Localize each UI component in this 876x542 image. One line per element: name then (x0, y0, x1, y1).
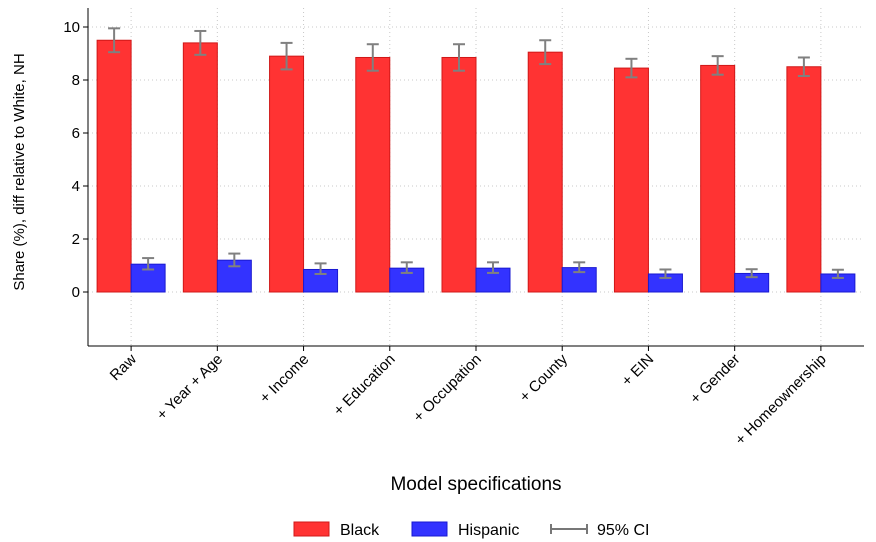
x-axis-title: Model specifications (390, 474, 561, 495)
x-tick-label: Raw (107, 351, 140, 384)
bar-black (527, 51, 563, 293)
legend-swatch-black (293, 521, 330, 537)
bar-black (700, 64, 736, 293)
x-tick-label: + Year + Age (153, 351, 226, 424)
y-tick-label: 8 (72, 72, 80, 89)
y-tick-label: 6 (72, 125, 80, 142)
y-tick-label: 0 (72, 284, 80, 301)
y-tick-label: 10 (63, 19, 80, 36)
legend-swatch-hispanic (411, 521, 448, 537)
x-tick-label: + Gender (687, 351, 744, 408)
bar-black (182, 42, 218, 293)
y-axis-title: Share (%), diff relative to White, NH (11, 53, 28, 290)
x-tick-label: + EIN (618, 351, 657, 390)
legend: Black Hispanic 95% CI (293, 521, 649, 539)
legend-label: Black (340, 522, 380, 539)
x-tick-label: + Occupation (410, 351, 485, 426)
bar-black (441, 56, 477, 293)
bar-black (96, 39, 132, 293)
bar-black (613, 67, 649, 293)
y-tick-label: 2 (72, 231, 80, 248)
legend-label: 95% CI (597, 522, 649, 539)
legend-label: Hispanic (458, 522, 519, 539)
y-tick-label: 4 (72, 178, 80, 195)
bar-black (269, 55, 305, 293)
error-bars (108, 27, 844, 279)
bar-black (786, 66, 822, 293)
bar-black (355, 56, 391, 293)
bar-hispanic (130, 263, 166, 293)
y-axis-ticks: 0 2 4 6 8 10 (63, 19, 88, 301)
bars (96, 39, 856, 293)
x-tick-label: + Income (256, 351, 312, 407)
x-tick-label: + Education (330, 351, 398, 419)
x-tick-label: + County (516, 350, 571, 405)
x-axis-ticks: Raw + Year + Age + Income + Education + Occu… (107, 346, 830, 449)
x-tick-label: + Homeownership (732, 351, 830, 449)
